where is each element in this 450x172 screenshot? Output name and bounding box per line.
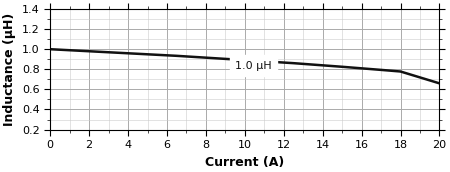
Y-axis label: Inductance (μH): Inductance (μH) <box>4 13 17 126</box>
Text: 1.0 μH: 1.0 μH <box>235 61 272 71</box>
X-axis label: Current (A): Current (A) <box>205 155 284 169</box>
